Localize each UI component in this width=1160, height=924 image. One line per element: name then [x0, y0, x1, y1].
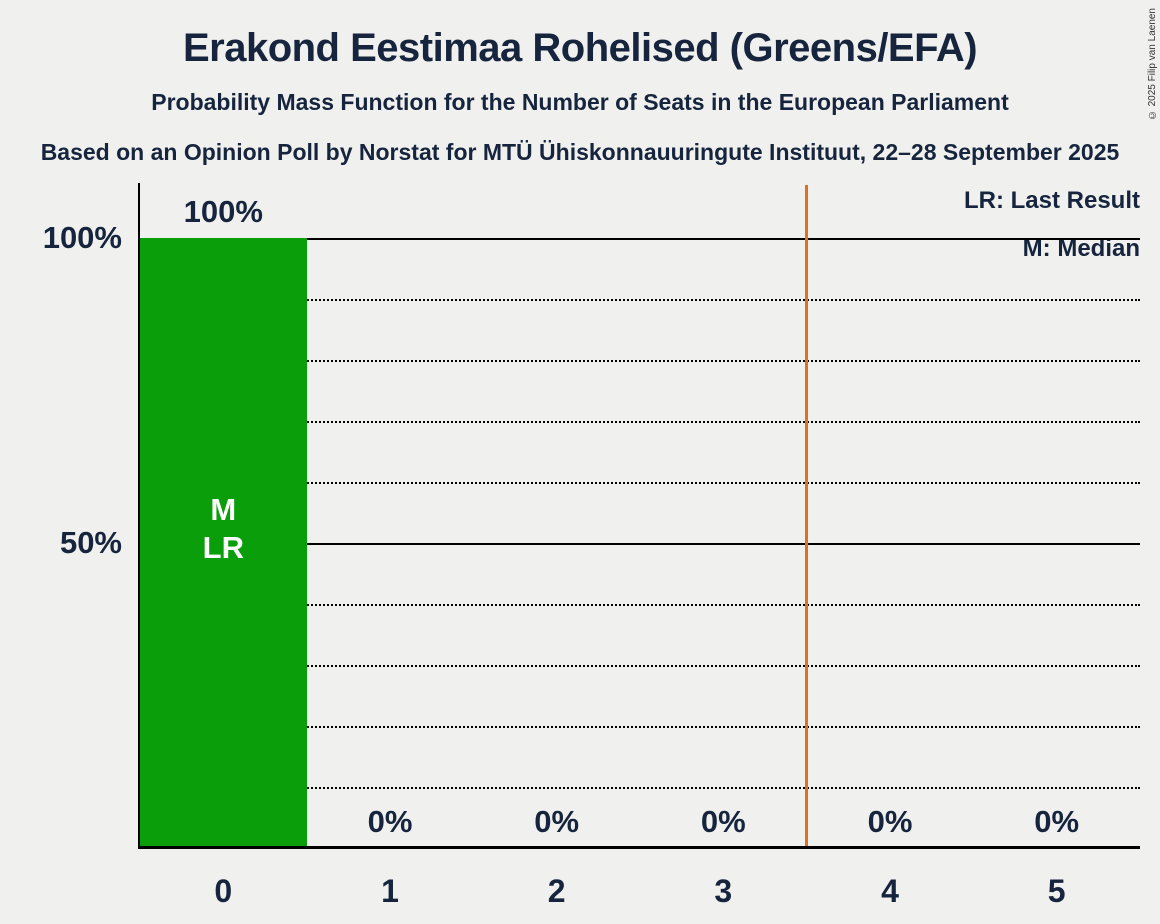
x-tick-label: 5	[1047, 873, 1066, 909]
gridline-solid	[140, 543, 1140, 545]
threshold-line	[805, 185, 809, 848]
legend-last-result: LR: Last Result	[963, 187, 1140, 214]
x-tick-label: 0	[214, 873, 233, 909]
chart-subtitle: Probability Mass Function for the Number…	[151, 89, 1009, 115]
bar-value-label: 0%	[867, 804, 913, 839]
gridline-solid	[140, 238, 1140, 240]
bar-annotation-line: M	[210, 492, 237, 527]
y-tick-label: 50%	[59, 525, 122, 560]
page-title: Erakond Eestimaa Rohelised (Greens/EFA)	[182, 26, 978, 70]
x-tick-label: 2	[547, 873, 566, 909]
x-tick-label: 1	[381, 873, 399, 909]
gridline-dotted	[140, 360, 1140, 362]
gridline-dotted	[140, 482, 1140, 484]
gridline-dotted	[140, 787, 1140, 789]
bar-value-label: 0%	[534, 804, 580, 839]
gridline-dotted	[140, 421, 1140, 423]
bar-annotation-line: LR	[202, 530, 244, 565]
gridline-dotted	[140, 299, 1140, 301]
y-tick-label: 100%	[42, 220, 122, 255]
bar	[140, 238, 307, 848]
gridline-dotted	[140, 604, 1140, 606]
x-tick-label: 3	[714, 873, 733, 909]
y-axis-line	[138, 183, 140, 848]
bar-value-label: 0%	[367, 804, 413, 839]
gridline-dotted	[140, 726, 1140, 728]
bar-value-label: 0%	[700, 804, 746, 839]
source-line: Based on an Opinion Poll by Norstat for …	[40, 139, 1120, 165]
bar-value-label: 100%	[183, 194, 263, 229]
gridline-dotted	[140, 665, 1140, 667]
bar-value-label: 0%	[1034, 804, 1080, 839]
plot-area: 100% 0% 0% 0% 0% 0% M LR	[140, 185, 1140, 848]
x-axis-line	[138, 846, 1140, 849]
x-tick-label: 4	[881, 873, 899, 909]
bar-annotation: M LR	[140, 491, 307, 567]
copyright-notice: © 2025 Filip van Laenen	[1147, 8, 1158, 121]
